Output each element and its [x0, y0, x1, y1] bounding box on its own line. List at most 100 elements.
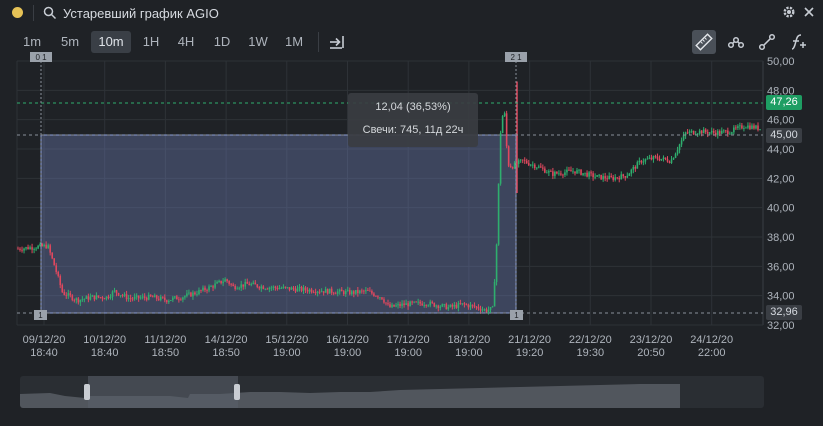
timeframe-1m[interactable]: 1m	[22, 34, 42, 49]
candle-body	[664, 157, 667, 160]
navigator[interactable]	[20, 376, 764, 408]
candle-body	[630, 169, 633, 174]
x-tick-date: 14/12/20	[205, 334, 248, 346]
candle-body	[505, 113, 508, 147]
candle-body	[91, 295, 94, 297]
chain-tool-button[interactable]	[724, 30, 748, 54]
ruler-tool-button[interactable]	[692, 30, 716, 54]
candle-body	[45, 244, 47, 249]
search-icon[interactable]	[43, 6, 57, 20]
candle-body	[660, 158, 663, 161]
candle-body	[674, 153, 677, 158]
candle-body	[198, 290, 200, 295]
candle-body	[704, 129, 707, 133]
candle-body	[17, 248, 19, 250]
candle-body	[290, 287, 293, 290]
candle-body	[445, 304, 448, 310]
jump-to-end-icon[interactable]	[328, 34, 346, 50]
y-tick-label: 46,00	[767, 115, 795, 127]
navigator-handle-left[interactable]	[84, 384, 90, 400]
candle-body	[361, 290, 363, 292]
timeframe-10m[interactable]: 10m	[91, 31, 131, 53]
candle-body	[141, 296, 144, 298]
function-add-tool-button[interactable]	[786, 30, 810, 54]
gear-icon[interactable]	[782, 5, 796, 19]
candle-body	[646, 158, 649, 160]
window-status-dot[interactable]	[12, 7, 23, 18]
x-tick-date: 10/12/20	[83, 334, 126, 346]
navigator-window[interactable]	[88, 376, 238, 408]
candle-body	[672, 157, 675, 160]
measure-selection[interactable]	[40, 134, 517, 314]
candle-body	[113, 290, 116, 292]
timeframe-5m[interactable]: 5m	[60, 34, 80, 49]
candle-body	[252, 282, 255, 284]
candle-body	[670, 159, 673, 163]
close-icon[interactable]	[802, 5, 816, 19]
candle-body	[272, 286, 275, 288]
candle-body	[614, 177, 617, 180]
candle-body	[200, 290, 202, 291]
divider	[318, 32, 319, 52]
candle-body	[254, 282, 257, 285]
candle-body	[101, 297, 104, 299]
candle-body	[507, 146, 510, 166]
candle-body	[184, 296, 186, 298]
candle-body	[590, 172, 592, 174]
candle-body	[578, 169, 580, 171]
candle-body	[403, 303, 405, 305]
candle-body	[196, 294, 198, 295]
candle-body	[644, 159, 647, 162]
candle-body	[258, 287, 261, 289]
candle-body	[353, 291, 355, 294]
candle-body	[632, 167, 635, 170]
candle-body	[638, 160, 641, 163]
candle-body	[222, 281, 224, 284]
candle-body	[409, 301, 411, 307]
navigator-handle-right[interactable]	[234, 384, 240, 400]
candle-body	[218, 280, 220, 282]
candle-body	[729, 133, 731, 135]
candle-body	[81, 299, 84, 301]
candle-body	[405, 303, 407, 305]
timeframe-4h[interactable]: 4H	[177, 34, 195, 49]
candle-body	[262, 286, 265, 290]
candle-body	[580, 169, 582, 175]
candle-body	[276, 287, 279, 290]
candle-body	[678, 144, 681, 150]
candle-body	[698, 130, 701, 134]
candle-body	[232, 284, 234, 287]
timeframe-1month[interactable]: 1M	[284, 34, 304, 49]
candle-body	[596, 175, 598, 177]
candle-body	[592, 173, 594, 178]
candle-body	[316, 291, 319, 293]
candle-body	[246, 281, 249, 284]
candle-body	[491, 306, 494, 308]
candle-body	[451, 304, 454, 307]
candle-body	[576, 170, 578, 174]
candle-body	[274, 286, 277, 288]
candle-body	[527, 163, 530, 166]
candle-body	[427, 305, 430, 307]
candle-body	[240, 284, 243, 288]
timeframe-1w[interactable]: 1W	[248, 34, 268, 49]
candle-body	[485, 309, 488, 312]
candle-body	[467, 304, 470, 308]
candle-body	[53, 258, 55, 266]
candle-body	[359, 290, 361, 294]
candle-body	[238, 287, 240, 289]
candle-body	[214, 283, 216, 288]
candle-body	[202, 287, 204, 291]
candle-body	[348, 290, 351, 295]
trendline-tool-button[interactable]	[755, 30, 779, 54]
x-tick-time: 18:50	[152, 347, 180, 359]
timeframe-1h[interactable]: 1H	[142, 34, 160, 49]
candle-body	[395, 305, 397, 307]
candle-body	[487, 309, 490, 312]
timeframe-1d[interactable]: 1D	[213, 34, 231, 49]
candle-body	[743, 128, 745, 129]
candle-body	[554, 171, 556, 176]
measure-change: 12,04 (36,53%)	[375, 101, 451, 113]
candle-body	[79, 299, 82, 303]
